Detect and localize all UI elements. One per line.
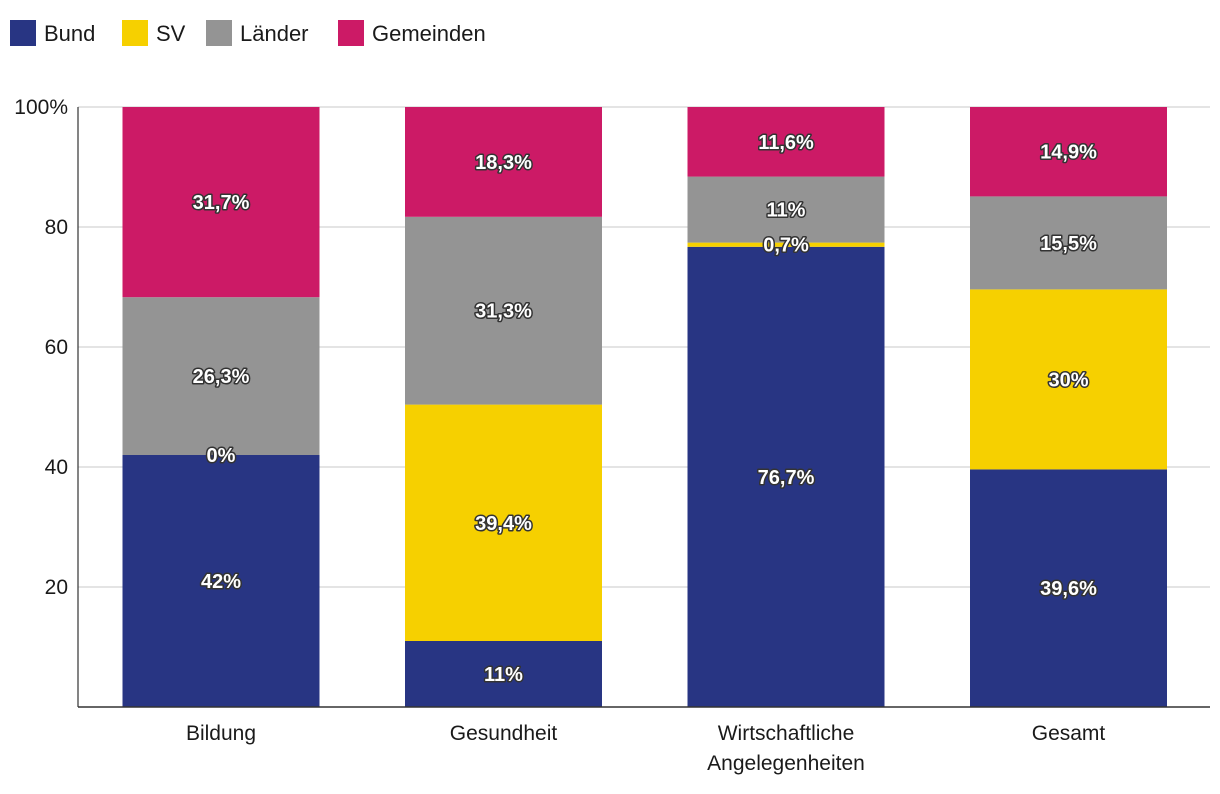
- legend-label-sv: SV: [156, 21, 186, 46]
- y-tick-label-60: 60: [45, 336, 68, 359]
- bars: [122, 107, 1167, 708]
- data-label-lander-wirtschaftliche-angelegenheiten: 11%: [767, 200, 806, 222]
- legend-swatch-sv: [122, 20, 148, 46]
- bar-lander-gesamt: [970, 196, 1167, 290]
- x-category-label-gesundheit: Gesundheit: [450, 722, 558, 745]
- data-label-lander-gesamt: 15,5%: [1040, 233, 1097, 255]
- legend-label-lander: Länder: [240, 21, 309, 46]
- bar-sv-gesamt: [970, 289, 1167, 470]
- x-category-label-gesamt: Gesamt: [1032, 722, 1106, 745]
- x-category-label-bildung: Bildung: [186, 722, 256, 745]
- data-label-lander-gesundheit: 31,3%: [475, 301, 532, 323]
- bar-lander-gesundheit: [405, 216, 602, 405]
- bar-gemeinden-bildung: [122, 107, 320, 298]
- data-label-sv-bildung: 0%: [207, 445, 236, 467]
- y-tick-label-100: 100%: [14, 96, 68, 119]
- x-category-label-wirtschaftliche-angelegenheiten: Wirtschaftliche Angelegenheiten: [707, 722, 865, 775]
- value-labels: 42% 0% 26,3% 31,7% 11% 39,4% 31,3% 18,3% 76,7% 0,…: [191, 130, 1098, 687]
- legend-swatch-bund: [10, 20, 36, 46]
- bar-sv-gesundheit: [405, 404, 602, 641]
- bar-bund-gesundheit: [405, 641, 602, 707]
- bar-lander-bildung: [122, 297, 320, 455]
- bar-gemeinden-gesamt: [970, 107, 1167, 197]
- y-tick-label-80: 80: [45, 216, 68, 239]
- bar-gemeinden-gesundheit: [405, 107, 602, 217]
- y-tick-label-20: 20: [45, 576, 68, 599]
- data-label-gemeinden-gesundheit: 18,3%: [475, 152, 532, 174]
- y-tick-label-40: 40: [45, 456, 68, 479]
- data-label-bund-gesundheit: 11%: [484, 664, 523, 686]
- legend-label-bund: Bund: [44, 21, 95, 46]
- data-label-gemeinden-wirtschaftliche-angelegenheiten: 11,6%: [758, 132, 814, 154]
- legend: Bund SV Länder Gemeinden: [10, 20, 486, 46]
- data-label-sv-gesamt: 30%: [1048, 369, 1088, 391]
- data-label-bund-gesamt: 39,6%: [1040, 578, 1097, 600]
- data-label-lander-bildung: 26,3%: [193, 366, 250, 388]
- data-label-bund-wirtschaftliche-angelegenheiten: 76,7%: [758, 467, 815, 489]
- data-label-sv-gesundheit: 39,4%: [475, 513, 532, 535]
- data-label-bund-bildung: 42%: [201, 571, 241, 593]
- data-label-gemeinden-bildung: 31,7%: [193, 192, 250, 214]
- bar-bund-gesamt: [970, 469, 1167, 707]
- data-label-sv-wirtschaftliche-angelegenheiten: 0,7%: [763, 235, 809, 257]
- legend-swatch-lander: [206, 20, 232, 46]
- bar-bund-wirtschaftliche-angelegenheiten: [687, 246, 885, 708]
- bar-lander-wirtschaftliche-angelegenheiten: [687, 176, 885, 243]
- data-label-gemeinden-gesamt: 14,9%: [1040, 142, 1097, 164]
- bar-gemeinden-wirtschaftliche-angelegenheiten: [687, 107, 885, 177]
- bar-sv-wirtschaftliche-angelegenheiten: [687, 242, 885, 247]
- legend-swatch-gemeinden: [338, 20, 364, 46]
- legend-label-gemeinden: Gemeinden: [372, 21, 486, 46]
- axes: 20 40 60 80 100% Bildung Gesundheit Wirtschaftl…: [14, 96, 1210, 775]
- bar-bund-bildung: [122, 455, 320, 707]
